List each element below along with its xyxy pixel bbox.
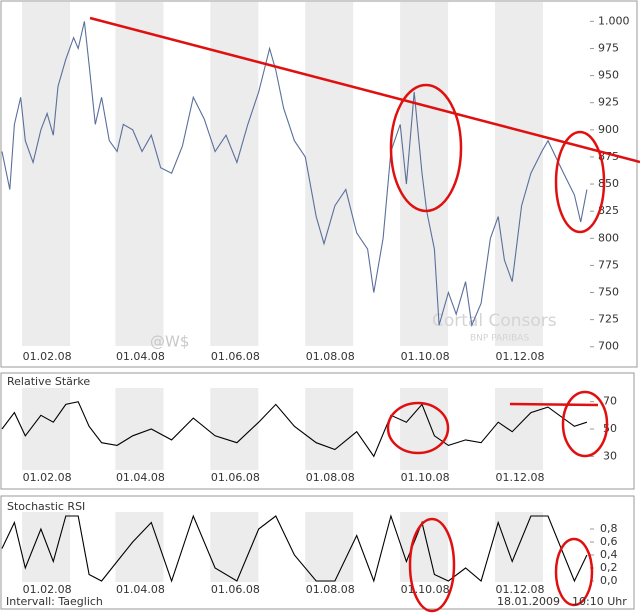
circle-mark xyxy=(554,130,606,234)
circle-mark xyxy=(561,390,609,458)
y-tick-label: 0,2 xyxy=(600,561,618,574)
circle-mark xyxy=(408,517,456,613)
x-tick-label: 01.02.08 xyxy=(23,350,72,363)
y-tick-label: 900 xyxy=(598,123,619,136)
y-tick-label: 30 xyxy=(603,449,617,462)
month-shade xyxy=(115,512,164,582)
month-shade xyxy=(115,388,164,470)
x-tick-label: 01.10.08 xyxy=(401,350,450,363)
month-shade xyxy=(305,2,354,346)
y-tick-label: 925 xyxy=(598,96,619,109)
y-tick-label: 0,6 xyxy=(600,535,618,548)
circle-mark xyxy=(389,83,463,213)
footer-date: 18.01.2009 xyxy=(497,595,560,608)
logo-name: Cortal Consors xyxy=(432,311,557,331)
month-shade xyxy=(495,388,543,470)
y-tick-label: 70 xyxy=(603,395,617,408)
month-shade xyxy=(495,2,543,346)
y-tick-label: 775 xyxy=(598,258,619,271)
y-tick-label: 725 xyxy=(598,313,619,326)
y-tick-label: 750 xyxy=(598,286,619,299)
y-tick-label: 975 xyxy=(598,41,619,54)
watermark: @W$ xyxy=(150,333,189,351)
month-shade xyxy=(22,512,71,582)
plot-layer: 01.02.08 01.04.08 01.06.08 01.08.08 01.10.08… xyxy=(1,14,630,596)
month-shade xyxy=(210,388,259,470)
annotations xyxy=(89,16,640,613)
month-shade xyxy=(305,512,354,582)
month-shade xyxy=(400,2,449,346)
x-tick-label: 01.02.08 xyxy=(23,583,72,596)
x-tick-label: 01.08.08 xyxy=(306,583,355,596)
x-tick-label: 01.02.08 xyxy=(23,471,72,484)
x-tick-label: 01.10.08 xyxy=(401,583,450,596)
y-tick-label: 950 xyxy=(598,69,619,82)
x-tick-label: 01.12.08 xyxy=(496,350,545,363)
x-tick-label: 01.06.08 xyxy=(211,350,260,363)
logo-subtitle: BNP PARIBAS xyxy=(470,334,529,344)
x-tick-label: 01.08.08 xyxy=(306,350,355,363)
x-tick-label: 01.08.08 xyxy=(306,471,355,484)
x-tick-label: 01.04.08 xyxy=(116,583,165,596)
price-line xyxy=(1,401,588,458)
panel-title: Relative Stärke xyxy=(7,375,90,388)
y-tick-label: 0,0 xyxy=(600,574,618,587)
month-shade xyxy=(210,2,259,346)
price-line xyxy=(1,21,588,328)
price-line xyxy=(1,514,588,583)
month-shade xyxy=(22,388,71,470)
month-shade xyxy=(115,2,164,346)
month-shade xyxy=(495,512,543,582)
circle-mark xyxy=(554,537,594,607)
x-tick-label: 01.06.08 xyxy=(211,471,260,484)
y-tick-label: 0,8 xyxy=(600,522,618,535)
x-tick-label: 01.12.08 xyxy=(496,471,545,484)
y-tick-label: 850 xyxy=(598,177,619,190)
y-tick-label: 825 xyxy=(598,204,619,217)
circle-mark xyxy=(386,401,450,455)
y-tick-label: 700 xyxy=(598,340,619,353)
level-line xyxy=(509,402,599,407)
x-tick-label: 01.12.08 xyxy=(496,583,545,596)
y-tick-label: 0,4 xyxy=(600,548,618,561)
x-tick-label: 01.06.08 xyxy=(211,583,260,596)
footer-time: 10:10 Uhr xyxy=(572,595,627,608)
y-tick-label: 1.000 xyxy=(598,14,630,27)
trend-line xyxy=(89,16,640,164)
x-tick-label: 01.04.08 xyxy=(116,471,165,484)
x-tick-label: 01.10.08 xyxy=(401,471,450,484)
month-shade xyxy=(22,2,71,346)
x-tick-label: 01.04.08 xyxy=(116,350,165,363)
y-tick-label: 800 xyxy=(598,231,619,244)
month-shade xyxy=(400,388,449,470)
panel-title: Stochastic RSI xyxy=(7,500,85,513)
month-shade xyxy=(305,388,354,470)
footer-interval: Intervall: Taeglich xyxy=(6,595,103,608)
